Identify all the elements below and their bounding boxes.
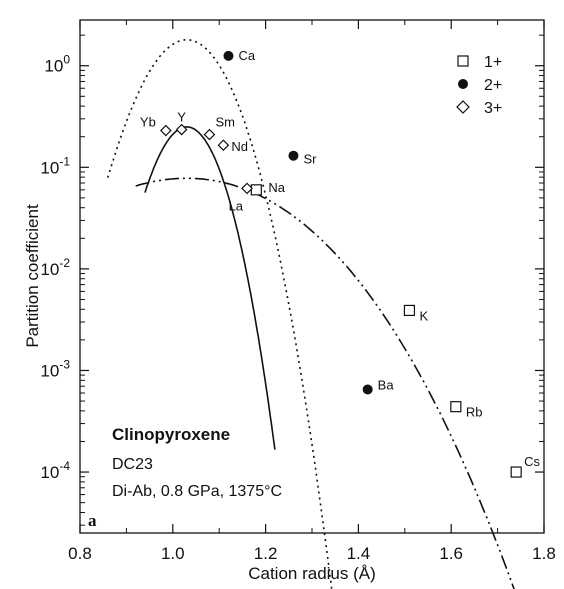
y-tick-base: 10 bbox=[40, 158, 59, 177]
point-Sm bbox=[203, 128, 216, 141]
fit-curve-3+ bbox=[144, 126, 276, 450]
legend-marker-1plus bbox=[457, 55, 469, 67]
y-axis-label: Partition coefficient bbox=[23, 204, 42, 348]
legend-marker-3plus bbox=[456, 100, 470, 114]
point-label-Ca: Ca bbox=[238, 48, 255, 63]
point-Nd bbox=[217, 139, 230, 152]
point-label-Sm: Sm bbox=[215, 115, 235, 130]
y-tick-exponent: 0 bbox=[63, 53, 70, 67]
y-tick-exponent: -3 bbox=[59, 357, 70, 371]
x-tick-label: 0.8 bbox=[68, 544, 92, 563]
y-tick-exponent: -4 bbox=[59, 459, 70, 473]
fit-curves bbox=[107, 39, 515, 589]
fit-curve-1+ bbox=[135, 177, 515, 589]
y-tick-label: 10-3 bbox=[40, 357, 70, 380]
point-label-Sr: Sr bbox=[303, 152, 317, 167]
x-tick-label: 1.8 bbox=[532, 544, 556, 563]
point-Rb bbox=[450, 401, 462, 413]
legend-label-1plus: 1+ bbox=[484, 54, 502, 71]
mineral-title: Clinopyroxene bbox=[112, 425, 230, 444]
legend-label-3plus: 3+ bbox=[484, 100, 502, 117]
sample-id: DC23 bbox=[112, 456, 153, 473]
point-Na bbox=[250, 184, 262, 196]
point-label-Yb: Yb bbox=[140, 115, 156, 130]
experiment-conditions: Di-Ab, 0.8 GPa, 1375°C bbox=[112, 483, 282, 500]
point-Cs bbox=[510, 466, 522, 478]
point-label-La: La bbox=[229, 198, 244, 213]
point-Sr bbox=[288, 150, 299, 161]
x-tick-label: 1.4 bbox=[347, 544, 371, 563]
y-tick-label: 10-2 bbox=[40, 256, 70, 279]
y-tick-label: 100 bbox=[44, 53, 70, 76]
point-La bbox=[241, 182, 253, 195]
y-tick-base: 10 bbox=[40, 463, 59, 482]
point-Ca bbox=[223, 50, 234, 61]
y-tick-base: 10 bbox=[40, 361, 59, 380]
point-label-Na: Na bbox=[268, 180, 285, 195]
point-label-K: K bbox=[419, 308, 428, 323]
legend-label-2plus: 2+ bbox=[484, 77, 502, 94]
y-tick-exponent: -1 bbox=[59, 154, 70, 168]
point-label-Y: Y bbox=[177, 110, 186, 125]
point-label-Cs: Cs bbox=[524, 454, 540, 469]
point-label-Ba: Ba bbox=[378, 377, 395, 392]
y-tick-label: 10-4 bbox=[40, 459, 70, 482]
data-points: Na K Rb Cs Ca Sr Ba Yb Y Sm Nd La bbox=[140, 48, 541, 478]
y-tick-label: 10-1 bbox=[40, 154, 70, 177]
legend-marker-2plus bbox=[458, 79, 468, 89]
y-tick-base: 10 bbox=[40, 260, 59, 279]
y-tick-exponent: -2 bbox=[59, 256, 70, 270]
x-tick-label: 1.6 bbox=[439, 544, 463, 563]
point-K bbox=[403, 304, 416, 317]
point-Ba bbox=[362, 384, 373, 395]
y-tick-base: 10 bbox=[44, 57, 63, 76]
x-tick-label: 1.2 bbox=[254, 544, 278, 563]
panel-letter: a bbox=[88, 511, 97, 530]
x-tick-label: 1.0 bbox=[161, 544, 185, 563]
point-label-Rb: Rb bbox=[466, 405, 483, 420]
point-Y bbox=[175, 123, 188, 136]
x-axis-label: Cation radius (Å) bbox=[248, 564, 376, 583]
point-label-Nd: Nd bbox=[231, 139, 248, 154]
legend: 1+ 2+ 3+ bbox=[456, 54, 502, 117]
point-Yb bbox=[159, 124, 172, 137]
